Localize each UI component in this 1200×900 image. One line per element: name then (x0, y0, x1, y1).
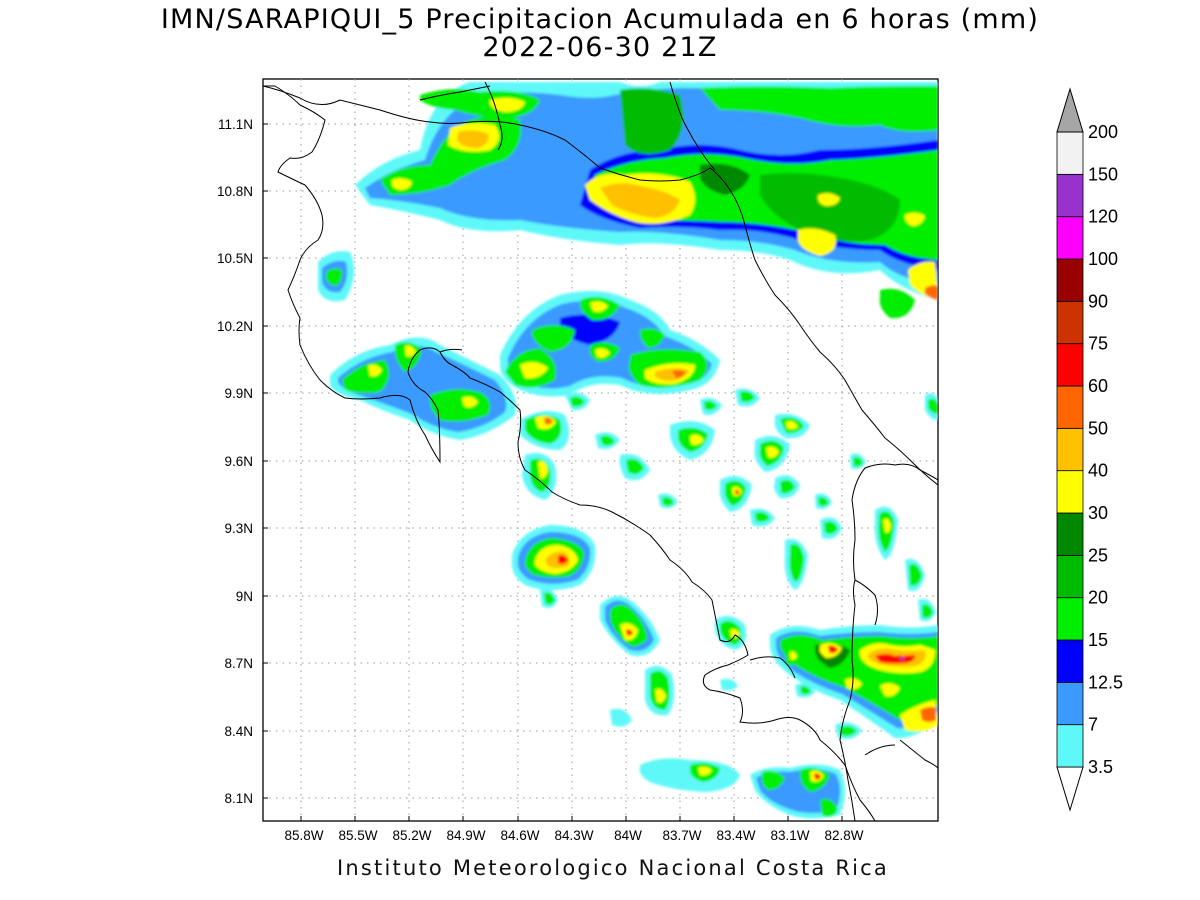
colorbar-label: 15 (1088, 630, 1108, 650)
colorbar-swatch (1056, 639, 1084, 683)
lon-tick-label: 84.9W (446, 828, 485, 843)
lon-tick-labels: 85.8W 85.5W 85.2W 84.9W 84.6W 84.3W 84W … (284, 828, 863, 843)
colorbar: 3.5 7 12.5 15 20 25 30 40 50 60 75 90 100 120 150 200 (1056, 87, 1123, 812)
colorbar-label: 60 (1088, 376, 1108, 396)
lat-tick-label: 9.6N (224, 454, 253, 469)
colorbar-swatch (1056, 343, 1084, 387)
lat-tick-labels: 11.1N 10.8N 10.5N 10.2N 9.9N 9.6N 9.3N 9… (217, 117, 253, 806)
chart-subtitle: 2022-06-30 21Z (482, 32, 718, 63)
colorbar-label: 120 (1088, 207, 1118, 227)
lat-tick-label: 8.7N (224, 656, 253, 671)
lon-tick-label: 83.1W (770, 828, 809, 843)
colorbar-label: 3.5 (1088, 757, 1113, 777)
lon-tick-label: 85.2W (392, 828, 431, 843)
lon-tick-label: 83.4W (716, 828, 755, 843)
colorbar-swatch (1056, 300, 1084, 345)
rain-cell (355, 82, 938, 319)
colorbar-swatch (1056, 131, 1084, 175)
lat-ticks (263, 123, 843, 821)
colorbar-swatch (1056, 724, 1084, 768)
lat-tick-label: 9.9N (224, 386, 253, 401)
lon-tick-label: 83.7W (662, 828, 701, 843)
lat-tick-label: 8.1N (224, 791, 253, 806)
lon-tick-label: 84.3W (554, 828, 593, 843)
precipitation-field (318, 82, 938, 819)
colorbar-swatch (1056, 597, 1084, 641)
rain-cell (511, 525, 596, 608)
colorbar-bottom-triangle (1056, 766, 1084, 812)
colorbar-label: 150 (1088, 164, 1118, 184)
colorbar-label: 200 (1088, 122, 1118, 142)
colorbar-label: 20 (1088, 588, 1108, 608)
rain-cell (520, 388, 938, 622)
rain-cell (639, 758, 845, 819)
lon-tick-label: 84.6W (500, 828, 539, 843)
colorbar-swatch (1056, 216, 1084, 260)
colorbar-label: 90 (1088, 291, 1108, 311)
colorbar-label: 30 (1088, 503, 1108, 523)
lat-tick-label: 11.1N (218, 117, 253, 132)
rain-cell (330, 337, 516, 440)
colorbar-swatch (1056, 512, 1084, 556)
lon-tick-label: 82.8W (824, 828, 863, 843)
colorbar-label: 40 (1088, 461, 1108, 481)
rain-cell (600, 596, 938, 739)
colorbar-swatch (1056, 173, 1084, 218)
colorbar-swatch (1056, 470, 1084, 514)
colorbar-label: 50 (1088, 418, 1108, 438)
colorbar-swatch (1056, 554, 1084, 599)
coastlines (263, 81, 938, 821)
lon-tick-label: 85.5W (338, 828, 377, 843)
lon-tick-label: 85.8W (284, 828, 323, 843)
lat-tick-label: 9N (236, 589, 253, 604)
lon-tick-label: 84W (614, 828, 642, 843)
chart-title: IMN/SARAPIQUI_5 Precipitacion Acumulada … (160, 4, 1040, 35)
rain-cell (500, 291, 720, 397)
colorbar-label: 25 (1088, 545, 1108, 565)
rain-cell (318, 251, 354, 302)
colorbar-top-triangle (1056, 87, 1084, 133)
lat-tick-label: 10.2N (217, 319, 253, 334)
colorbar-label: 7 (1088, 715, 1098, 735)
colorbar-swatch (1056, 427, 1084, 472)
colorbar-swatch (1056, 385, 1084, 429)
lat-tick-label: 9.3N (224, 521, 253, 536)
lat-tick-label: 10.8N (217, 184, 253, 199)
colorbar-label: 100 (1088, 249, 1118, 269)
lat-tick-label: 10.5N (217, 251, 253, 266)
colorbar-swatch (1056, 681, 1084, 726)
colorbar-swatch (1056, 258, 1084, 302)
lat-tick-label: 8.4N (224, 724, 253, 739)
colorbar-label: 12.5 (1088, 672, 1123, 692)
colorbar-label: 75 (1088, 334, 1108, 354)
footer-credit: Instituto Meteorologico Nacional Costa R… (337, 856, 889, 880)
